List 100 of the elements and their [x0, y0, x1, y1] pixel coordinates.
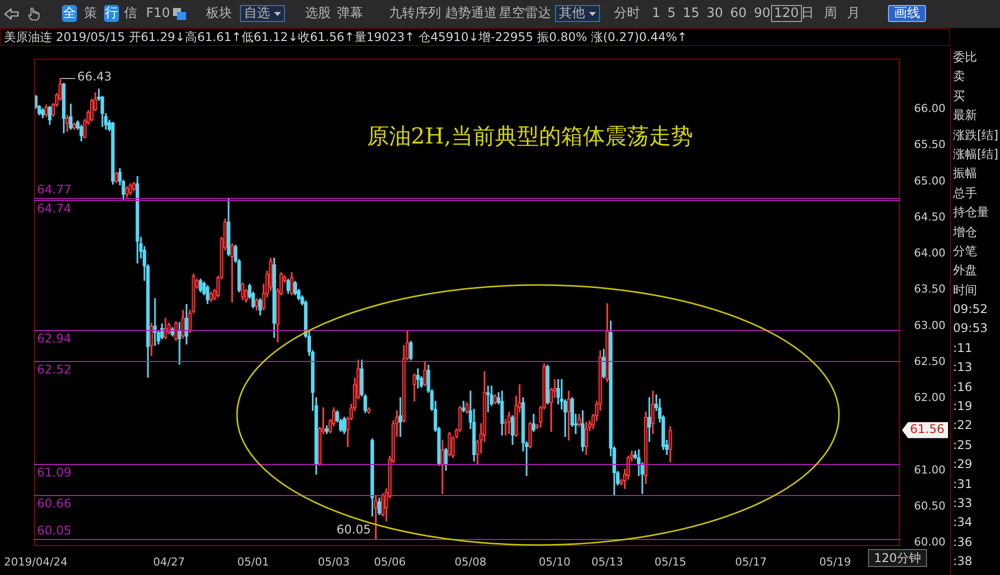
x-tick-label: 05/06	[374, 555, 406, 568]
text: 1 5 15 30 60 90	[652, 5, 770, 22]
candlestick	[486, 386, 490, 412]
candlestick	[342, 416, 346, 434]
text: :19	[952, 398, 974, 416]
candlestick	[444, 448, 448, 471]
text: 日	[801, 5, 814, 22]
text: 策	[84, 5, 97, 22]
candlestick	[324, 425, 329, 434]
candlestick	[440, 440, 444, 494]
candlestick	[647, 397, 652, 442]
y-tick-label: 65.50	[914, 138, 946, 152]
text: 其他	[555, 5, 600, 22]
x-tick-label: 05/01	[237, 555, 269, 568]
text: 趋势通道	[445, 5, 497, 22]
candlestick	[230, 243, 234, 302]
candlestick	[290, 272, 294, 296]
candlestick	[136, 176, 140, 264]
y-tick-label: 63.00	[914, 318, 946, 332]
x-tick-label: 05/08	[454, 555, 486, 568]
text: :31	[952, 476, 974, 493]
x-tick-label: 05/15	[654, 555, 686, 568]
annotation: 60.05	[336, 522, 371, 536]
candlestick	[44, 104, 48, 117]
x-tick-label: 05/13	[591, 555, 624, 568]
text: :11	[952, 340, 974, 357]
candlestick	[40, 108, 45, 118]
candlestick	[286, 278, 290, 294]
y-tick-label: 60.00	[914, 536, 946, 549]
candlestick	[650, 390, 655, 434]
text: 增仓	[952, 224, 978, 241]
text: 星空雷达	[499, 5, 551, 22]
text: :36	[952, 534, 974, 551]
candlestick	[493, 394, 497, 404]
text: 涨幅[结]	[952, 146, 1000, 163]
text: :16	[952, 378, 974, 396]
text: :25	[952, 436, 974, 454]
text: 自选	[240, 5, 285, 22]
candlestick	[62, 82, 66, 134]
text: 分笔	[952, 242, 978, 260]
candlestick	[566, 390, 571, 441]
candlestick	[465, 402, 469, 414]
y-tick-label: 66.00	[914, 102, 946, 116]
candlestick	[462, 400, 466, 412]
text: F10	[146, 5, 170, 22]
ref-line-label: 64.74	[37, 202, 72, 216]
candlestick	[577, 414, 582, 427]
text: 信	[124, 5, 137, 22]
candlestick	[114, 172, 118, 184]
text: 九转序列	[389, 5, 441, 22]
text: 弹幕	[337, 5, 363, 22]
candlestick	[128, 183, 132, 195]
candlestick	[150, 322, 154, 356]
text: 买	[952, 88, 966, 105]
candlestick	[174, 321, 178, 341]
text: 全	[62, 5, 77, 22]
candlestick	[226, 198, 230, 256]
text: 月	[847, 5, 860, 22]
text: 分时	[614, 5, 640, 22]
text: 120分钟	[868, 549, 927, 567]
candlestick	[125, 186, 129, 198]
text: 选股	[305, 5, 331, 22]
x-tick-label: 05/10	[538, 555, 571, 568]
candlestick	[181, 310, 185, 339]
candlestick	[178, 322, 182, 365]
text: 外盘	[952, 262, 978, 280]
candlestick	[367, 407, 371, 414]
candlestick	[416, 368, 420, 388]
annotation: 66.43	[77, 70, 112, 84]
text: 卖	[952, 68, 966, 86]
candlestick	[72, 122, 76, 130]
y-tick-label: 60.50	[914, 500, 946, 513]
text: 委比	[952, 49, 978, 66]
text: 周	[824, 5, 837, 22]
ref-line-label: 60.66	[37, 496, 72, 511]
candlestick	[48, 106, 52, 125]
text: :38	[952, 553, 974, 570]
candlestick	[132, 182, 136, 192]
candlestick	[184, 304, 188, 344]
x-tick-label: 2019/04/24	[4, 555, 68, 568]
y-tick-label: 64.00	[914, 246, 946, 260]
text: 振幅	[952, 165, 978, 182]
candlestick	[546, 364, 550, 404]
y-tick-label: 65.00	[914, 174, 946, 188]
text: :29	[952, 456, 974, 474]
x-tick-label: 05/03	[318, 555, 350, 568]
ref-line-label: 61.09	[37, 466, 72, 480]
y-tick-label: 62.00	[914, 391, 946, 404]
ref-line-label: 62.52	[37, 362, 72, 377]
y-tick-label: 62.50	[914, 355, 946, 368]
candlestick	[111, 122, 115, 185]
chart-subtitle: 美原油连 2019/05/15 开61.29↓高61.61↑低61.12↓收61.56↑量19023↑ 仓45910↓增-22955 振0.80% 涨(0.27)0.44%↑	[4, 30, 688, 44]
ref-line-label: 62.94	[37, 332, 72, 346]
candlestick	[412, 373, 416, 402]
text: 时间	[952, 282, 978, 299]
text: 板块	[206, 5, 232, 22]
text: :33	[952, 494, 974, 512]
candlestick	[68, 104, 73, 130]
candlestick	[258, 298, 262, 316]
text: 持仓量	[952, 204, 990, 222]
